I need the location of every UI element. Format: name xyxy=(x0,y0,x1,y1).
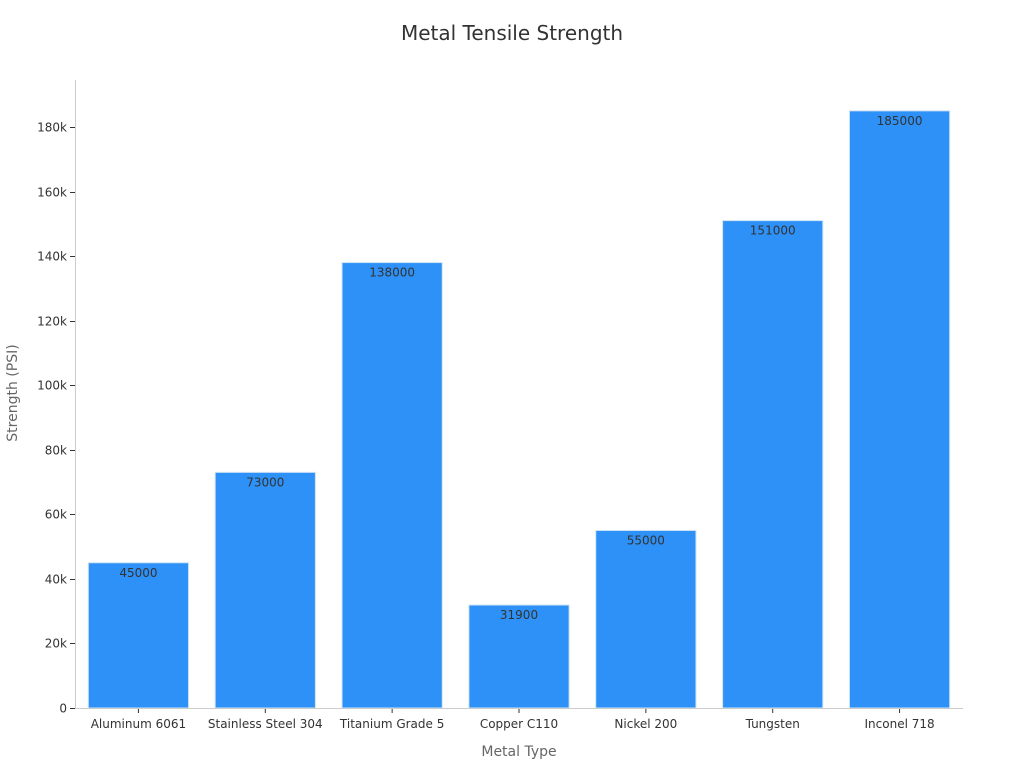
x-tick-label: Aluminum 6061 xyxy=(91,717,186,731)
y-tick-label: 0 xyxy=(59,702,67,716)
bar-value-label: 185000 xyxy=(877,114,923,128)
bar-value-label: 151000 xyxy=(750,224,796,238)
x-axis-title: Metal Type xyxy=(481,744,556,760)
y-axis: 0 20k 40k 60k 80k 100k 120k 140k 160k 180k xyxy=(37,121,75,716)
x-axis: Aluminum 6061 Stainless Steel 304 Titanium… xyxy=(91,708,935,731)
bar xyxy=(722,220,824,709)
y-tick-label: 180k xyxy=(37,121,67,135)
y-tick-label: 100k xyxy=(37,379,67,393)
y-tick-label: 80k xyxy=(45,444,67,458)
bar xyxy=(468,604,570,709)
bar-value-label: 138000 xyxy=(369,266,415,280)
x-tick-label: Nickel 200 xyxy=(614,717,677,731)
x-tick-label: Tungsten xyxy=(745,717,800,731)
x-tick-label: Copper C110 xyxy=(480,717,558,731)
bar xyxy=(848,110,951,709)
y-tick-label: 120k xyxy=(37,315,67,329)
bars-group: 45000 73000 138000 31900 55000 151000 185000 xyxy=(87,110,951,709)
chart-title: Metal Tensile Strength xyxy=(401,21,623,45)
y-tick-label: 160k xyxy=(37,186,67,200)
bar-value-label: 55000 xyxy=(627,533,665,547)
y-tick-label: 20k xyxy=(45,637,67,651)
bar xyxy=(341,262,443,709)
bar-value-label: 31900 xyxy=(500,608,538,622)
bar-value-label: 45000 xyxy=(119,566,157,580)
x-tick-label: Stainless Steel 304 xyxy=(208,717,323,731)
bar-value-label: 73000 xyxy=(246,475,284,489)
y-tick-label: 140k xyxy=(37,250,67,264)
x-tick-label: Inconel 718 xyxy=(865,717,935,731)
bar xyxy=(214,471,316,709)
x-tick-label: Titanium Grade 5 xyxy=(339,717,444,731)
y-tick-label: 40k xyxy=(45,573,67,587)
bar xyxy=(87,562,190,709)
bar xyxy=(595,529,697,709)
y-tick-label: 60k xyxy=(45,508,67,522)
y-axis-title: Strength (PSI) xyxy=(5,344,21,441)
